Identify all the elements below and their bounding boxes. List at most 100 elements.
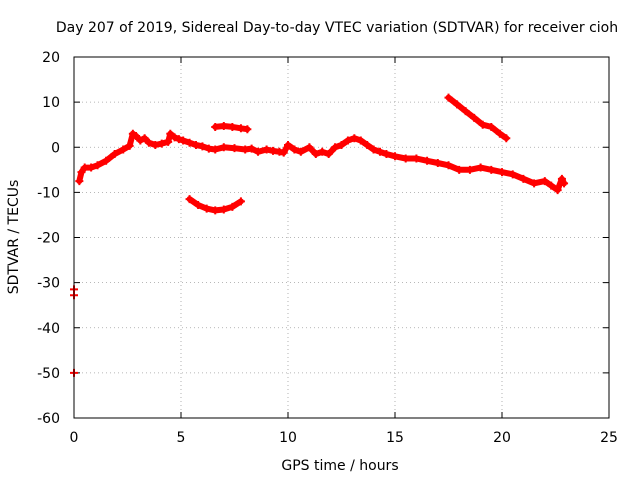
data-point: [305, 143, 314, 152]
data-point: [243, 125, 252, 134]
data-point: [198, 142, 207, 151]
y-tick-label: 0: [51, 140, 60, 156]
data-point: [343, 136, 352, 145]
series-band: [76, 130, 568, 194]
data-point: [540, 177, 549, 186]
x-tick-label: 25: [600, 430, 618, 446]
data-point: [140, 134, 149, 143]
data-point: [318, 147, 327, 156]
data-point: [194, 201, 203, 210]
data-point: [557, 174, 566, 183]
data-point: [75, 177, 84, 186]
data-point: [254, 147, 263, 156]
data-point: [311, 150, 320, 159]
data-point: [185, 138, 194, 147]
data-point: [93, 161, 102, 170]
data-point: [219, 205, 228, 214]
data-point: [391, 152, 399, 161]
data-point: [262, 145, 271, 154]
data-point: [228, 202, 237, 211]
data-point: [465, 165, 474, 174]
data-point: [433, 159, 442, 168]
series-band: [445, 94, 510, 142]
data-series: [70, 93, 569, 377]
chart-title: Day 207 of 2019, Sidereal Day-to-day VTE…: [56, 20, 618, 36]
y-tick-label: 20: [42, 50, 60, 66]
data-point: [478, 120, 487, 129]
series-arc-lower: [185, 195, 245, 215]
series-main: [75, 129, 569, 195]
x-tick-label: 15: [386, 430, 404, 446]
data-point: [530, 179, 539, 188]
data-point: [401, 154, 410, 163]
data-point: [144, 138, 153, 147]
series-arc-upper-left: [211, 122, 252, 134]
data-point: [487, 122, 496, 131]
data-point: [157, 139, 166, 148]
data-point: [337, 140, 346, 149]
data-point: [331, 143, 340, 152]
data-point: [382, 150, 391, 159]
data-point: [132, 131, 141, 140]
data-point: [350, 134, 359, 143]
data-point: [356, 136, 365, 145]
data-point: [498, 168, 506, 177]
data-point: [87, 163, 96, 172]
x-tick-label: 20: [493, 430, 511, 446]
data-point: [519, 174, 528, 183]
data-point: [453, 100, 462, 109]
data-point: [125, 141, 134, 150]
data-point: [290, 145, 299, 154]
data-point: [202, 204, 211, 213]
data-point: [502, 134, 511, 143]
plot-frame: [73, 56, 610, 419]
data-point: [102, 156, 111, 165]
data-point: [296, 147, 305, 156]
data-point: [219, 143, 228, 152]
data-point: [363, 140, 372, 149]
data-point: [369, 145, 378, 154]
data-point: [211, 122, 220, 131]
data-point: [247, 144, 256, 153]
data-point: [174, 135, 183, 144]
data-point: [444, 93, 453, 102]
data-point: [412, 154, 421, 163]
data-point: [77, 168, 86, 177]
data-point: [284, 140, 292, 149]
y-axis-label: SDTVAR / TECUs: [6, 180, 22, 295]
data-point: [508, 170, 517, 179]
data-point: [236, 197, 245, 206]
data-point: [166, 129, 175, 138]
data-point: [470, 113, 479, 122]
data-point: [444, 161, 453, 170]
y-tick-label: -10: [37, 185, 60, 201]
series-arc-upper-right: [444, 93, 511, 143]
data-point: [455, 165, 464, 174]
gridlines: [74, 57, 609, 418]
data-point: [476, 163, 485, 172]
y-tick-label: 10: [42, 95, 60, 111]
data-point: [423, 156, 432, 165]
data-point: [560, 179, 569, 188]
data-point: [228, 122, 237, 131]
y-tick-label: -20: [37, 231, 60, 247]
y-tick-label: -50: [37, 366, 60, 382]
data-point: [553, 186, 562, 195]
data-point: [136, 136, 145, 145]
axis-ticks: 0 5 10 15 20 25 -60 -50 -40 -30 -20 -10 0 10 20: [37, 50, 618, 446]
x-tick-label: 0: [70, 430, 79, 446]
data-point: [219, 122, 228, 131]
data-point: [495, 129, 504, 138]
data-point: [324, 150, 333, 159]
x-axis-label: GPS time / hours: [281, 458, 398, 474]
data-point: [170, 133, 179, 142]
data-point: [211, 206, 220, 215]
x-tick-label: 10: [279, 430, 297, 446]
x-tick-label: 5: [177, 430, 186, 446]
data-point: [191, 140, 200, 149]
data-point: [376, 147, 385, 156]
data-point: [185, 195, 194, 204]
data-point: [151, 140, 160, 149]
data-point: [164, 137, 173, 146]
